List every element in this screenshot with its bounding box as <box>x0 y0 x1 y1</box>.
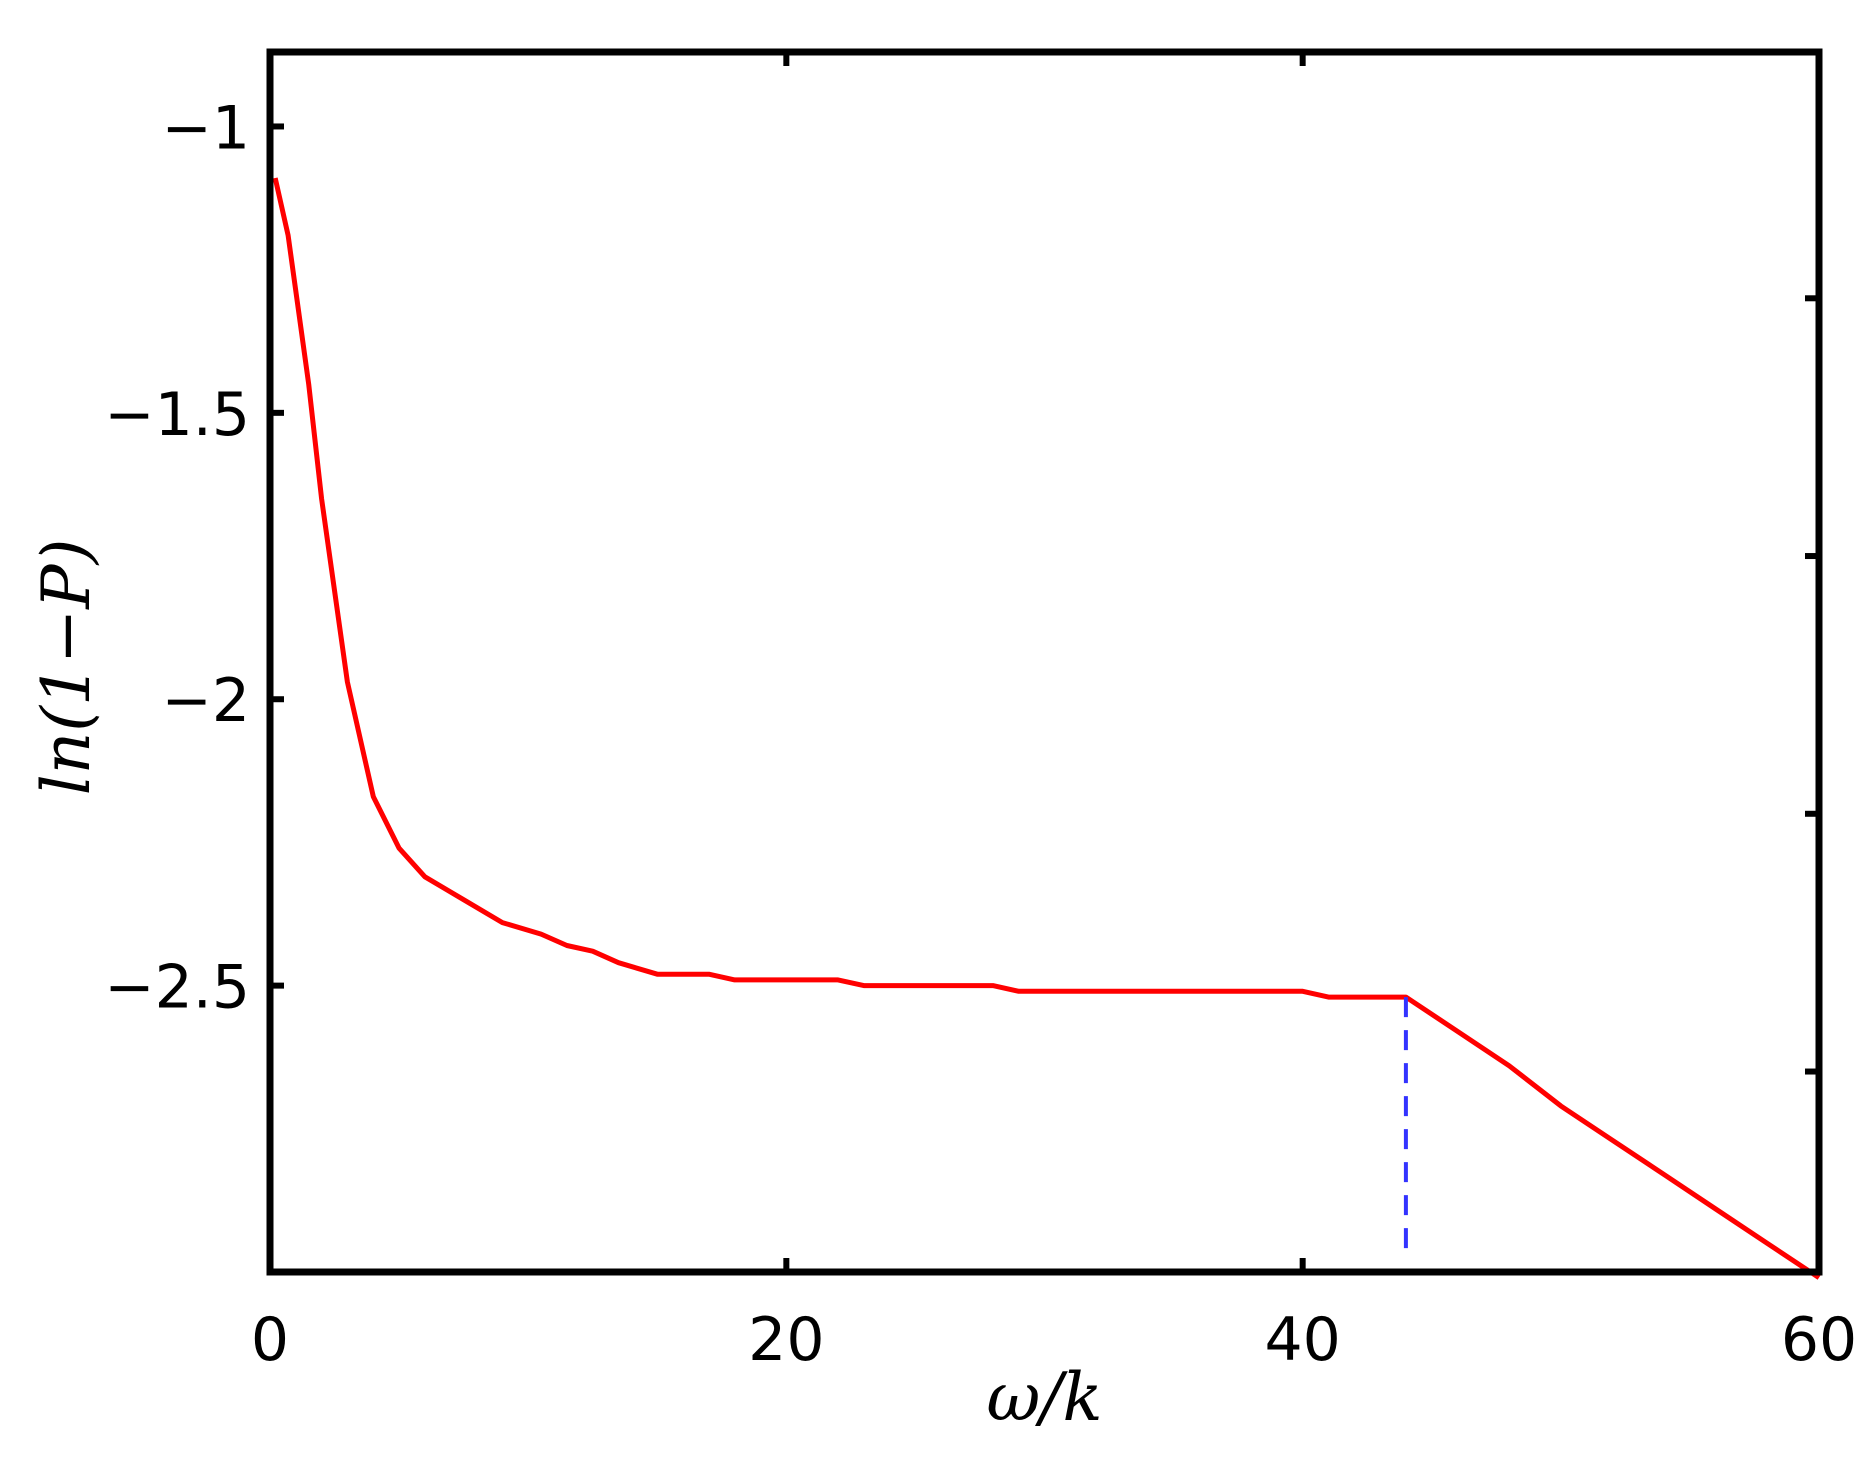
x-tick-label: 0 <box>251 1305 289 1375</box>
series-layer <box>272 177 1821 1280</box>
x-tick-label: 20 <box>748 1305 824 1375</box>
x-tick-label: 40 <box>1264 1305 1340 1375</box>
y-axis-label: ln(1−P) <box>28 539 105 796</box>
labels-layer: 0 20 40 60 −1 −1.5 −2 −2.5 <box>104 93 1857 1375</box>
y-tick-label: −1.5 <box>104 380 250 450</box>
plot-frame <box>266 48 1823 1276</box>
x-axis-label: ω/k <box>986 1359 1102 1436</box>
series-line <box>272 177 1821 1280</box>
y-tick-label: −2.5 <box>104 953 250 1023</box>
y-tick-label: −1 <box>162 93 250 163</box>
y-tick-label: −2 <box>162 666 250 736</box>
x-tick-label: 60 <box>1781 1305 1857 1375</box>
